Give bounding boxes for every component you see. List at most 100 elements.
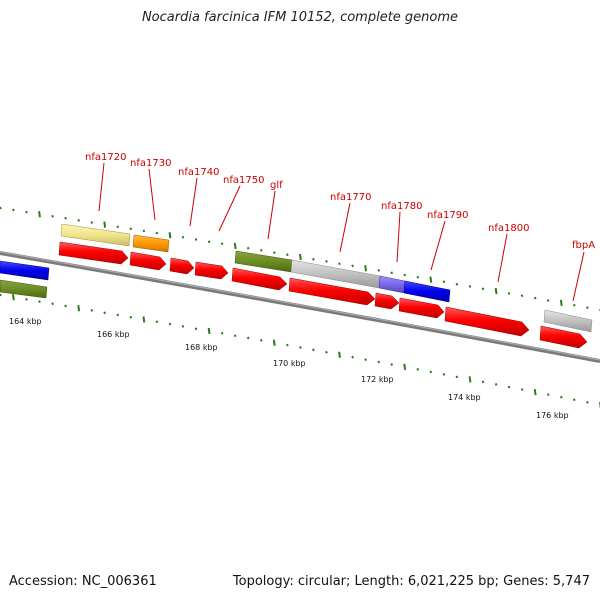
gene-labels: nfa1720 nfa1730 nfa1740 nfa1750 glf nfa1… [85, 152, 595, 251]
minor-tick [586, 401, 589, 404]
major-tick [494, 287, 498, 295]
minor-tick [246, 246, 250, 250]
connector-nfa1740 [189, 177, 198, 227]
minor-tick [90, 221, 94, 224]
minor-tick [481, 380, 485, 384]
minor-tick [51, 214, 54, 218]
gene-label-nfa1720: nfa1720 [85, 152, 126, 163]
minor-tick [129, 315, 133, 319]
minor-tick [286, 343, 289, 347]
minor-tick [51, 302, 54, 306]
cds-arrow [58, 241, 129, 265]
gene-feature-orange [132, 234, 170, 253]
genome-backbone [0, 251, 600, 363]
minor-tick [429, 370, 433, 374]
minor-tick [442, 280, 446, 284]
minor-tick [64, 216, 67, 220]
gene-label-nfa1730: nfa1730 [130, 158, 171, 169]
major-tick [142, 316, 146, 323]
major-tick [364, 265, 367, 272]
connector-glf [267, 190, 276, 240]
minor-tick [25, 210, 28, 214]
minor-tick [403, 273, 407, 277]
minor-tick [507, 385, 511, 389]
minor-tick [559, 395, 563, 399]
cds-arrow [231, 267, 288, 291]
major-tick [168, 232, 172, 239]
gene-feature-olive [234, 250, 293, 273]
gene-feature-gray-fbpa [543, 309, 593, 333]
minor-tick [455, 282, 459, 286]
genome-stats-text: Topology: circular; Length: 6,021,225 bp… [232, 574, 590, 589]
minor-tick [168, 322, 172, 326]
minor-tick [0, 293, 2, 297]
gene-label-nfa1740: nfa1740 [178, 167, 219, 178]
minor-tick [142, 229, 146, 233]
minor-tick [377, 360, 381, 364]
minor-tick [259, 249, 263, 252]
minor-tick [481, 287, 485, 291]
cds-lane [58, 241, 588, 349]
minor-tick [546, 393, 550, 396]
cds-arrow [539, 325, 588, 349]
gene-label-nfa1770: nfa1770 [330, 192, 371, 203]
minor-tick [286, 253, 289, 257]
scale-label-172: 172 kbp [361, 375, 394, 384]
major-tick [468, 376, 472, 383]
minor-tick [325, 350, 328, 354]
minor-tick [299, 346, 302, 349]
minor-tick [220, 242, 224, 246]
gene-feature-lane [0, 223, 593, 333]
minor-tick [572, 303, 576, 307]
major-tick [429, 276, 433, 283]
connector-nfa1730 [148, 168, 156, 221]
cds-arrow [129, 251, 167, 271]
minor-tick [390, 271, 394, 275]
major-tick [338, 351, 341, 358]
cds-arrow [374, 292, 400, 310]
minor-tick [194, 327, 198, 331]
connector-nfa1720 [98, 162, 105, 212]
cds-arrow [444, 306, 530, 337]
minor-tick [416, 275, 420, 279]
minor-tick [572, 398, 576, 402]
minor-tick [155, 320, 159, 324]
major-tick [233, 242, 237, 250]
genome-backbone-highlight [0, 251, 600, 361]
minor-tick [586, 306, 589, 309]
gene-label-nfa1780: nfa1780 [381, 201, 422, 212]
minor-tick [507, 292, 511, 295]
minor-tick [533, 296, 537, 300]
minor-tick [38, 300, 41, 303]
gene-feature-khaki [60, 223, 131, 247]
minor-tick [220, 331, 224, 335]
upper-tick-row [0, 206, 600, 312]
major-tick [12, 294, 15, 301]
scale-label-168: 168 kbp [185, 343, 218, 352]
minor-tick [546, 299, 550, 302]
connector-nfa1770 [339, 202, 351, 253]
minor-tick [312, 348, 315, 352]
major-tick [559, 299, 563, 307]
connector-nfa1790 [430, 220, 446, 271]
connector-nfa1750 [218, 185, 241, 232]
minor-tick [390, 363, 394, 366]
scale-label-166: 166 kbp [97, 330, 130, 339]
minor-tick [468, 285, 472, 288]
minor-tick [181, 325, 185, 328]
gene-label-nfa1750: nfa1750 [223, 175, 264, 186]
minor-tick [351, 355, 354, 359]
minor-tick [0, 206, 2, 210]
minor-tick [246, 336, 250, 340]
minor-tick [207, 240, 211, 244]
minor-tick [233, 334, 237, 338]
connector-fbpA [572, 251, 585, 302]
minor-tick [64, 304, 67, 308]
minor-tick [90, 309, 94, 312]
minor-tick [103, 311, 107, 315]
minor-tick [194, 238, 198, 241]
major-tick [38, 211, 41, 218]
cds-arrow [194, 261, 229, 280]
gene-label-nfa1790: nfa1790 [427, 210, 468, 221]
